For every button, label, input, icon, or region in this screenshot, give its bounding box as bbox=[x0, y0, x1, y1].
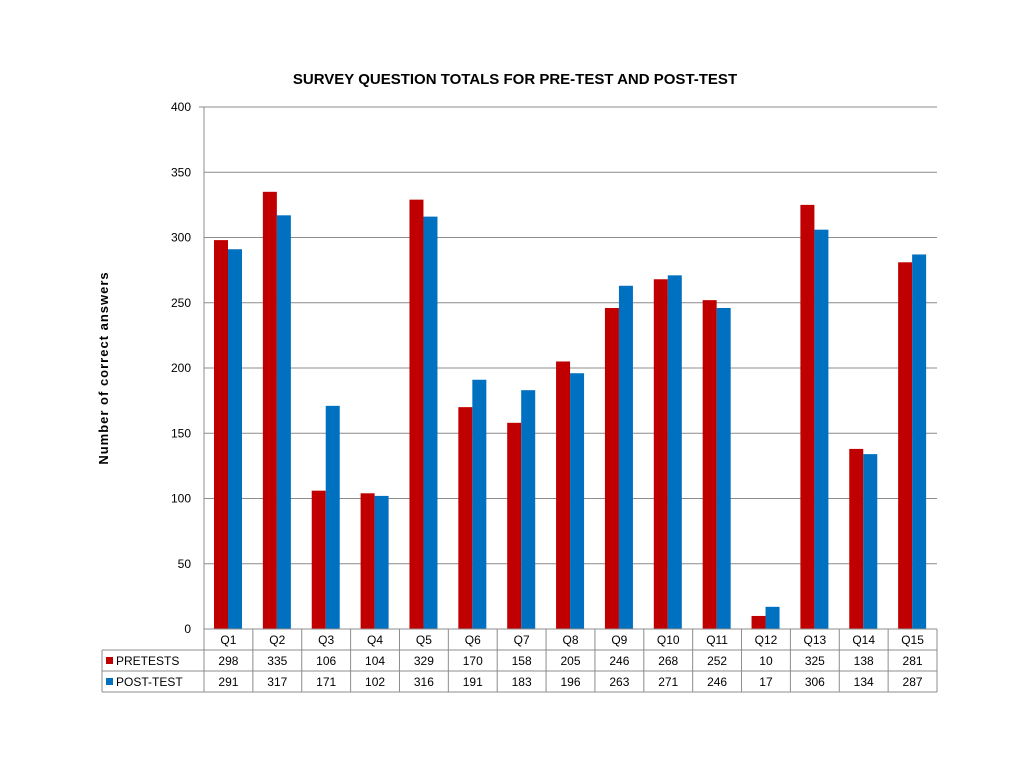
bar-post-test bbox=[472, 379, 487, 629]
y-tick-label: 300 bbox=[171, 231, 191, 245]
data-label: 281 bbox=[903, 654, 923, 668]
bar-post-test bbox=[276, 215, 291, 629]
bar-post-test bbox=[570, 373, 585, 629]
bar-pretests bbox=[898, 262, 913, 629]
data-label: 138 bbox=[854, 654, 874, 668]
data-label: 263 bbox=[609, 675, 629, 689]
data-label: 104 bbox=[365, 654, 385, 668]
bar-post-test bbox=[423, 216, 438, 629]
data-label: 325 bbox=[805, 654, 825, 668]
data-label: 271 bbox=[658, 675, 678, 689]
data-label: 335 bbox=[267, 654, 287, 668]
bar-pretests bbox=[604, 307, 619, 629]
bar-post-test bbox=[863, 454, 878, 629]
x-tick-label: Q7 bbox=[514, 633, 530, 647]
bar-post-test bbox=[912, 254, 927, 629]
x-tick-label: Q11 bbox=[706, 633, 728, 647]
data-label: 329 bbox=[414, 654, 434, 668]
bar-pretests bbox=[849, 448, 864, 629]
x-tick-label: Q8 bbox=[562, 633, 578, 647]
data-label: 316 bbox=[414, 675, 434, 689]
data-label: 268 bbox=[658, 654, 678, 668]
bar-pretests bbox=[214, 240, 228, 630]
data-label: 183 bbox=[512, 675, 532, 689]
legend-label: POST-TEST bbox=[116, 675, 183, 689]
bar-post-test bbox=[374, 495, 389, 629]
data-label: 170 bbox=[463, 654, 483, 668]
y-tick-label: 50 bbox=[178, 557, 192, 571]
bar-post-test bbox=[814, 229, 829, 630]
data-label: 196 bbox=[560, 675, 580, 689]
x-tick-label: Q2 bbox=[269, 633, 285, 647]
bar-post-test bbox=[716, 307, 731, 629]
y-tick-label: 100 bbox=[171, 492, 191, 506]
data-label: 252 bbox=[707, 654, 727, 668]
x-tick-label: Q3 bbox=[318, 633, 334, 647]
bar-post-test bbox=[618, 285, 633, 629]
x-tick-label: Q4 bbox=[367, 633, 383, 647]
bar-pretests bbox=[360, 493, 375, 629]
data-table: Q1 Q2 Q3 Q4 Q5 Q6 Q7 Q8 Q9 Q10 Q11 Q12 Q13 Q14 Q15 PRET… bbox=[101, 628, 938, 693]
x-tick-label: Q15 bbox=[901, 633, 924, 647]
x-tick-label: Q9 bbox=[611, 633, 627, 647]
bar-pretests bbox=[311, 490, 326, 629]
bar-post-test bbox=[325, 405, 340, 629]
x-tick-label: Q6 bbox=[465, 633, 481, 647]
x-tick-label: Q5 bbox=[416, 633, 432, 647]
data-label: 291 bbox=[218, 675, 238, 689]
data-label: 10 bbox=[759, 654, 773, 668]
legend-swatch bbox=[106, 657, 113, 664]
y-tick-label: 250 bbox=[171, 296, 191, 310]
y-tick-label: 0 bbox=[184, 622, 191, 636]
chart-title: SURVEY QUESTION TOTALS FOR PRE-TEST AND … bbox=[293, 71, 737, 88]
data-label: 205 bbox=[560, 654, 580, 668]
data-label: 134 bbox=[854, 675, 874, 689]
y-tick-label: 150 bbox=[171, 426, 191, 440]
legend-label: PRETESTS bbox=[116, 654, 179, 668]
y-tick-label: 350 bbox=[171, 165, 191, 179]
x-tick-label: Q13 bbox=[803, 633, 826, 647]
bar-pretests bbox=[800, 204, 815, 629]
bar-pretests bbox=[702, 300, 717, 629]
bar-post-test bbox=[228, 249, 242, 629]
data-label: 287 bbox=[903, 675, 923, 689]
y-tick-labels: 0 50 100 150 200 250 300 350 400 bbox=[171, 100, 191, 636]
x-tick-label: Q1 bbox=[220, 633, 236, 647]
bars bbox=[214, 191, 927, 630]
bar-pretests bbox=[262, 191, 277, 629]
data-label: 191 bbox=[463, 675, 483, 689]
data-label: 317 bbox=[267, 675, 287, 689]
x-tick-label: Q10 bbox=[657, 633, 680, 647]
data-label: 298 bbox=[218, 654, 238, 668]
bar-post-test bbox=[521, 390, 536, 629]
bar-post-test bbox=[667, 275, 682, 629]
data-label: 171 bbox=[316, 675, 336, 689]
data-label: 102 bbox=[365, 675, 385, 689]
data-label: 17 bbox=[759, 675, 773, 689]
data-label: 106 bbox=[316, 654, 336, 668]
y-axis-label: Number of correct answers bbox=[96, 271, 111, 464]
bar-pretests bbox=[507, 422, 522, 629]
data-label: 246 bbox=[707, 675, 727, 689]
data-label: 306 bbox=[805, 675, 825, 689]
data-label: 246 bbox=[609, 654, 629, 668]
y-tick-label: 400 bbox=[171, 100, 191, 114]
bar-pretests bbox=[458, 407, 473, 629]
x-tick-label: Q12 bbox=[755, 633, 778, 647]
bar-pretests bbox=[653, 279, 668, 629]
data-label: 158 bbox=[512, 654, 532, 668]
bar-pretests bbox=[751, 615, 766, 629]
bar-pretests bbox=[409, 199, 424, 629]
bar-pretests bbox=[556, 361, 571, 629]
y-tick-label: 200 bbox=[171, 361, 191, 375]
x-tick-label: Q14 bbox=[852, 633, 875, 647]
bar-post-test bbox=[765, 606, 780, 629]
legend-swatch bbox=[106, 678, 113, 685]
